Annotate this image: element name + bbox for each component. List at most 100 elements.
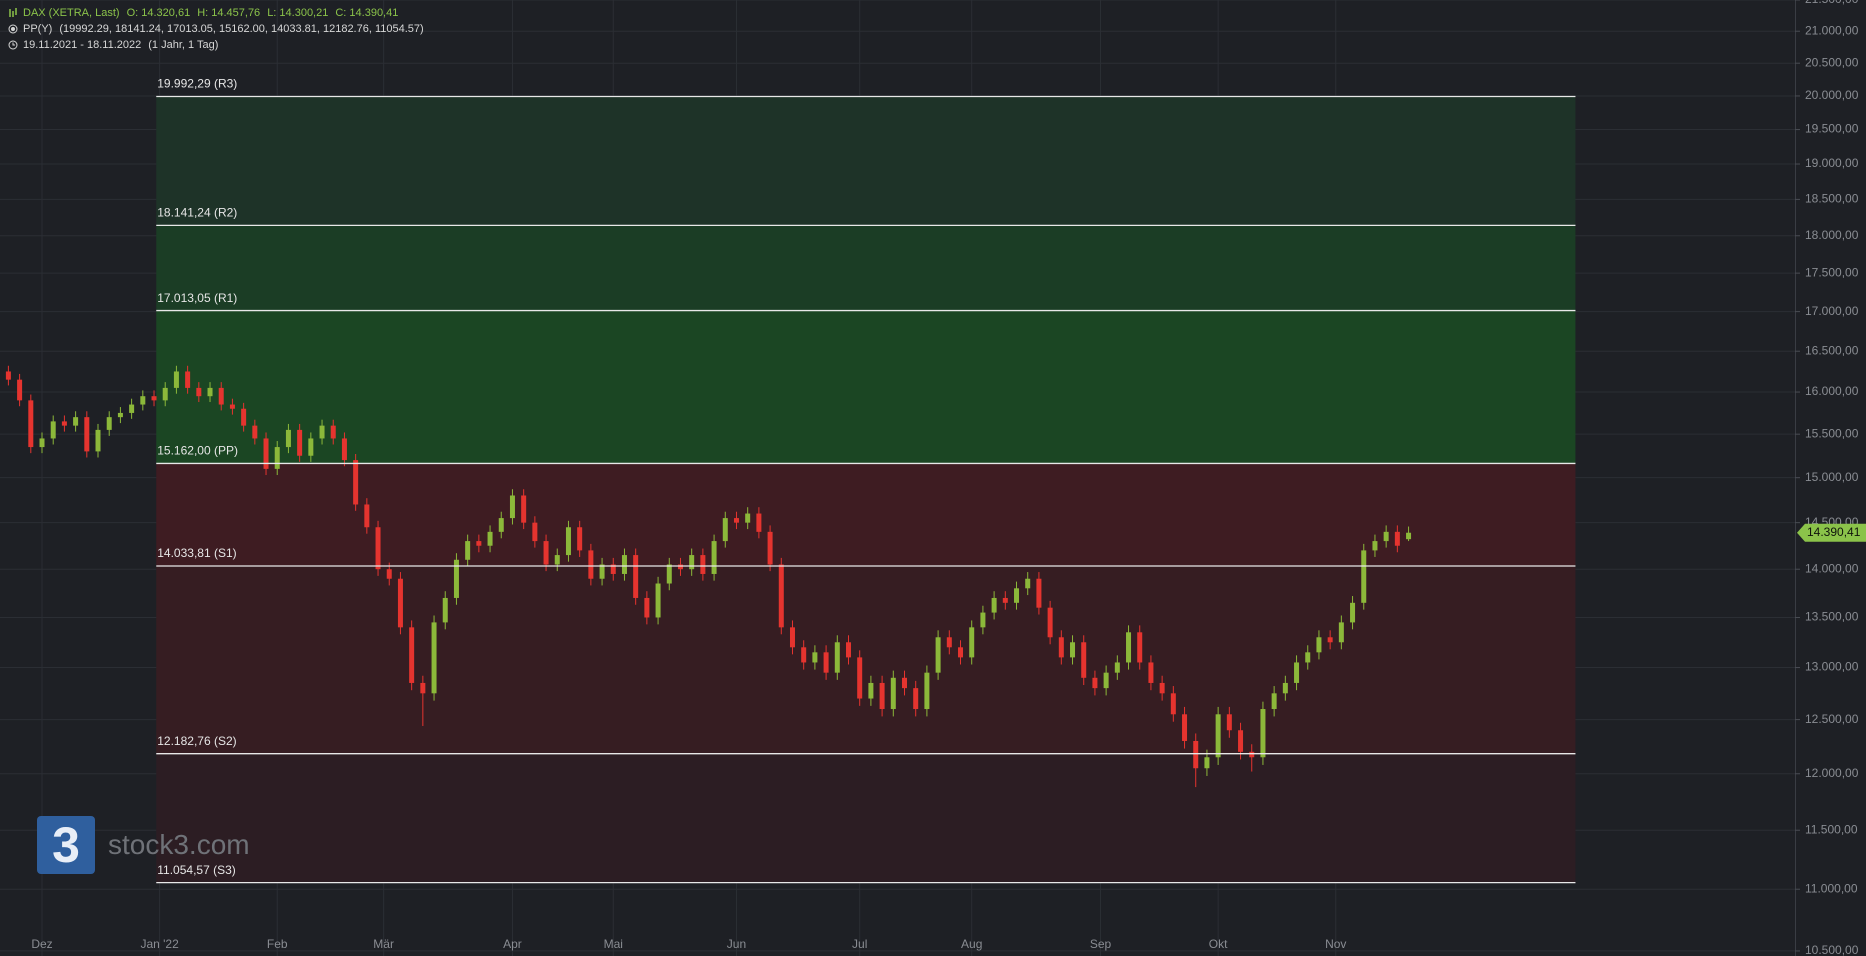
candle-body — [420, 682, 426, 694]
candle-body — [756, 513, 762, 532]
candle-body — [521, 495, 527, 523]
candle-body — [431, 622, 437, 694]
x-tick-label: Nov — [1325, 937, 1346, 951]
candle-body — [364, 504, 370, 528]
candle-body — [1338, 622, 1344, 643]
candle-body — [1025, 578, 1031, 589]
candle-body — [409, 627, 415, 683]
candle-body — [1126, 632, 1132, 663]
candle-body — [689, 555, 695, 570]
candle-body — [1394, 531, 1400, 546]
x-tick-label: Aug — [961, 937, 982, 951]
clock-icon — [8, 40, 18, 50]
header-quote: DAX (XETRA, Last) O: 14.320,61 H: 14.457… — [8, 5, 431, 21]
x-tick-label: Feb — [267, 937, 288, 951]
candle-body — [991, 597, 997, 613]
close-label: C: 14.390,41 — [335, 7, 399, 19]
candle-body — [812, 652, 818, 663]
candle-body — [229, 404, 235, 409]
candle-body — [1305, 652, 1311, 663]
y-tick-label: 20.500,00 — [1805, 55, 1859, 69]
candle-body — [924, 672, 930, 710]
y-tick-label: 12.000,00 — [1805, 766, 1859, 780]
candle-body — [1316, 637, 1322, 653]
x-tick-label: Apr — [503, 937, 522, 951]
y-tick-label: 19.500,00 — [1805, 122, 1859, 136]
y-tick-label: 21.500,00 — [1805, 0, 1859, 6]
y-tick-label: 18.000,00 — [1805, 228, 1859, 242]
candle-body — [767, 531, 773, 565]
logo: 3 stock3.com — [37, 816, 250, 874]
candle-body — [1204, 757, 1210, 769]
candle-body — [577, 527, 583, 551]
pivot-zone — [156, 463, 1576, 567]
pivot-label: 18.141,24 (R2) — [157, 206, 237, 220]
pivot-zone — [156, 566, 1576, 754]
candle-body — [857, 657, 863, 699]
candle-body — [1406, 532, 1412, 540]
pivot-label: 15.162,00 (PP) — [157, 444, 238, 458]
candle-body — [95, 429, 101, 452]
candle-icon — [9, 8, 17, 17]
candle-body — [532, 522, 538, 542]
candle-body — [1070, 642, 1076, 658]
candle-body — [5, 371, 11, 380]
x-tick-label: Dez — [31, 937, 52, 951]
y-tick-label: 10.500,00 — [1805, 943, 1859, 956]
candle-body — [341, 438, 347, 461]
candle-body — [330, 425, 336, 439]
candle-body — [17, 379, 23, 401]
low-label: L: 14.300,21 — [267, 7, 329, 19]
candle-body — [722, 518, 728, 542]
candle-body — [1014, 588, 1020, 603]
candle-body — [868, 682, 874, 699]
candle-body — [476, 541, 482, 546]
x-tick-label: Jun — [727, 937, 746, 951]
pivot-label: 11.054,57 (S3) — [157, 863, 236, 877]
y-tick-label: 17.000,00 — [1805, 304, 1859, 318]
candle-body — [633, 555, 639, 598]
candle-body — [1103, 672, 1109, 689]
candle-body — [666, 564, 672, 584]
x-tick-label: Sep — [1090, 937, 1112, 951]
candle-body — [1215, 714, 1221, 758]
candle-body — [297, 429, 303, 456]
candle-body — [1327, 637, 1333, 643]
candle-body — [700, 555, 706, 574]
candle-body — [879, 682, 885, 710]
x-tick-label: Jan '22 — [140, 937, 179, 951]
candle-body — [565, 527, 571, 556]
candle-body — [252, 425, 258, 439]
pivot-label: 14.033,81 (S1) — [157, 546, 236, 560]
indicator-name: PP(Y) — [23, 23, 53, 35]
y-tick-label: 21.000,00 — [1805, 23, 1859, 37]
candle-body — [1372, 541, 1378, 551]
candle-body — [1182, 714, 1188, 741]
y-tick-label: 13.500,00 — [1805, 610, 1859, 624]
candle-body — [487, 531, 493, 546]
candle-body — [196, 387, 202, 397]
candle-body — [1170, 693, 1176, 715]
candle-body — [554, 555, 560, 565]
candle-body — [498, 518, 504, 532]
header-range: 19.11.2021 - 18.11.2022 (1 Jahr, 1 Tag) — [8, 37, 431, 53]
candle-body — [1294, 662, 1300, 683]
candle-body — [162, 387, 168, 401]
last-price-tag — [1797, 523, 1866, 542]
candle-body — [319, 425, 325, 439]
candle-body — [946, 637, 952, 648]
x-tick-label: Mai — [604, 937, 623, 951]
high-label: H: 14.457,76 — [197, 7, 261, 19]
candle-body — [1081, 642, 1087, 678]
candle-body — [677, 564, 683, 570]
candle-body — [386, 569, 392, 579]
pivot-label: 12.182,76 (S2) — [157, 734, 236, 748]
y-tick-label: 20.000,00 — [1805, 88, 1859, 102]
candle-body — [801, 647, 807, 663]
pivot-zone — [156, 310, 1576, 464]
header: DAX (XETRA, Last) O: 14.320,61 H: 14.457… — [8, 5, 431, 53]
candle-body — [1047, 607, 1053, 638]
candle-body — [61, 421, 67, 426]
candle-body — [1114, 662, 1120, 673]
candle-body — [173, 371, 179, 388]
